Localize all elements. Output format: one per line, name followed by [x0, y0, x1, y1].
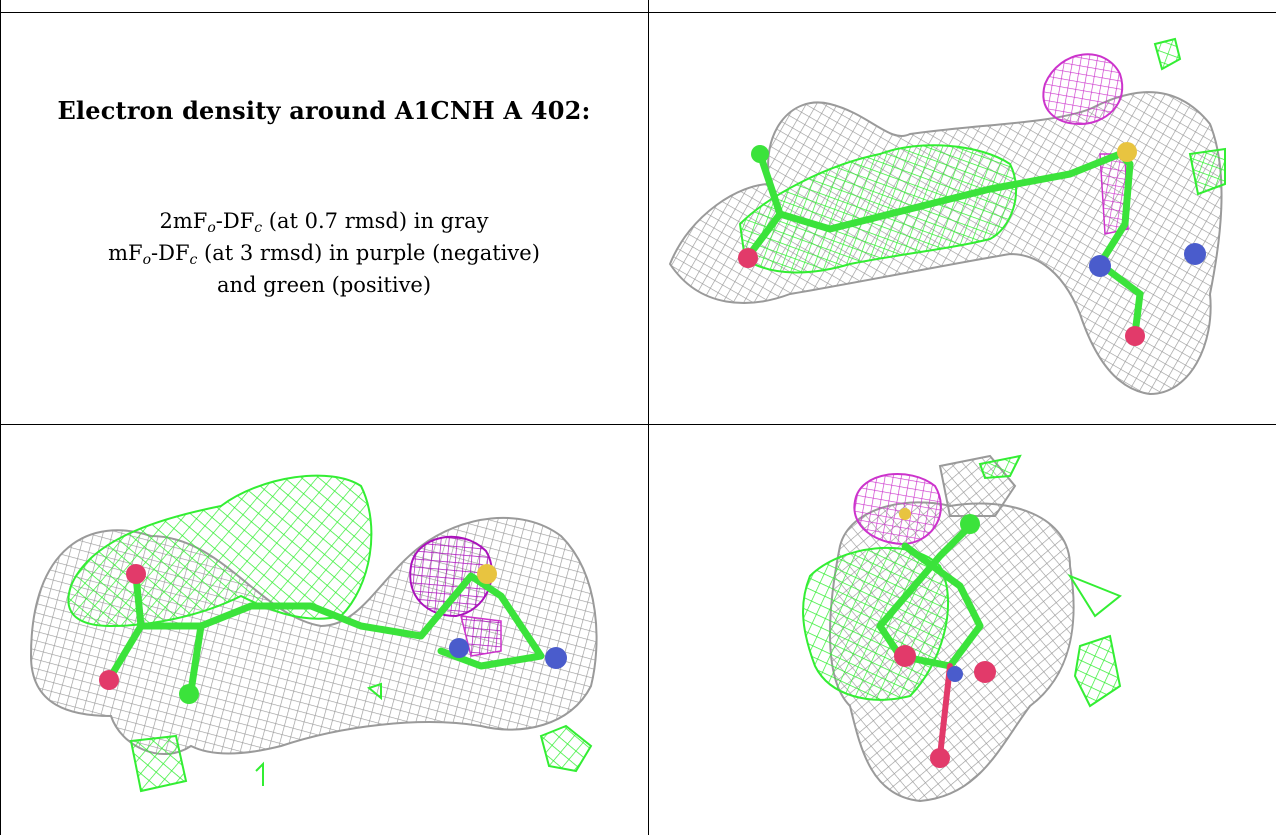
nitrogen-atom [1089, 255, 1111, 277]
description-line-2: mFo-DFc (at 3 rmsd) in purple (negative) [108, 241, 540, 268]
oxygen-atom [894, 645, 916, 667]
sulfur-atom [477, 564, 497, 584]
sulfur-atom [899, 508, 911, 520]
carbon-atom [960, 514, 980, 534]
density-panel-top-right [650, 14, 1276, 424]
carbon-atom [751, 145, 769, 163]
oxygen-atom [738, 248, 758, 268]
purple-density-mesh [1042, 53, 1129, 235]
oxygen-atom [99, 670, 119, 690]
figure-title: Electron density around A1CNH A 402: [57, 96, 591, 125]
figure-description: 2mFo-DFc (at 0.7 rmsd) in gray mFo-DFc (… [0, 205, 648, 301]
left-border [0, 0, 1, 835]
density-panel-bottom-left [1, 426, 647, 835]
oxygen-atom [930, 748, 950, 768]
nitrogen-atom [449, 638, 469, 658]
ligand-stick-model [99, 564, 567, 704]
nitrogen-atom [947, 666, 963, 682]
electron-density-view-2 [29, 474, 598, 793]
description-line-1: 2mFo-DFc (at 0.7 rmsd) in gray [159, 209, 489, 236]
oxygen-atom [974, 661, 996, 683]
caption-cell: Electron density around A1CNH A 402: 2mF… [0, 0, 648, 422]
top-border [0, 12, 1276, 13]
electron-density-view-3 [802, 454, 1122, 803]
middle-divider [0, 424, 1276, 425]
purple-density-mesh [853, 473, 942, 546]
green-density-mesh [67, 474, 593, 793]
ligand-stick-model [876, 508, 996, 768]
carbon-atom [179, 684, 199, 704]
nitrogen-atom [1184, 243, 1206, 265]
oxygen-atom [126, 564, 146, 584]
oxygen-atom [1125, 326, 1145, 346]
density-panel-bottom-right [650, 426, 1276, 835]
description-line-3: and green (positive) [216, 273, 432, 297]
green-density-mesh [738, 37, 1226, 274]
nitrogen-atom [545, 647, 567, 669]
sulfur-atom [1117, 142, 1137, 162]
center-divider [648, 0, 649, 835]
ligand-stick-model [738, 142, 1206, 346]
electron-density-view-1 [668, 37, 1226, 396]
purple-density-mesh [409, 535, 502, 657]
